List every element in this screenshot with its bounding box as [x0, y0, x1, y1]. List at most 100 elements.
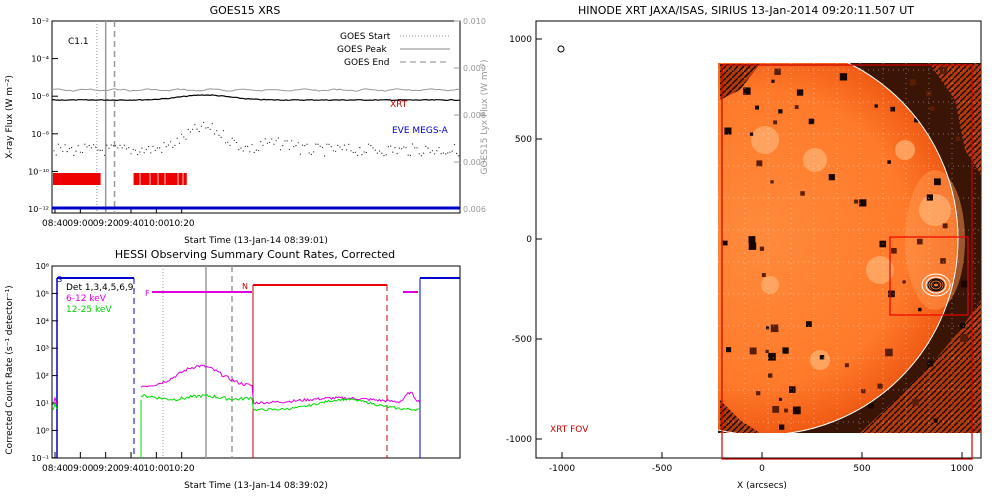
- xrt-image: [718, 63, 981, 433]
- goes-short-channel-point: [174, 144, 176, 146]
- goes-xlabel: Start Time (13-Jan-14 08:39:01): [184, 236, 328, 246]
- goes-short-channel-point: [240, 147, 242, 149]
- goes-short-channel-point: [88, 144, 90, 147]
- xrt-pixel-artifact: [779, 424, 785, 430]
- goes-short-channel-point: [258, 149, 260, 152]
- goes-short-channel-point: [145, 148, 147, 150]
- goes-short-channel-point: [198, 131, 200, 133]
- hessi-ytick-label: 10¹: [36, 399, 49, 408]
- goes-short-channel-point: [308, 152, 310, 154]
- goes-short-channel-point: [390, 145, 392, 147]
- hessi-ytick-label: 10⁵: [36, 289, 49, 298]
- goes-short-channel-point: [143, 152, 145, 154]
- goes-short-channel-point: [255, 149, 257, 151]
- goes-short-channel-point: [376, 152, 378, 154]
- hessi-xtick-label: 10:00: [143, 464, 169, 474]
- xrt-limb-glow: [905, 170, 965, 310]
- goes-short-channel-point: [326, 143, 328, 145]
- goes-short-channel-point: [346, 149, 348, 151]
- goes-xtick-label: 09:40: [118, 219, 144, 229]
- goes-xrt-coverage-bar: [133, 173, 187, 185]
- goes-short-channel-point: [339, 146, 341, 148]
- xrt-pixel-artifact: [724, 127, 732, 135]
- xrt-pixel-artifact: [839, 73, 848, 81]
- goes-short-channel-point: [447, 152, 449, 154]
- goes-short-channel-point: [319, 145, 321, 147]
- goes-short-channel-point: [66, 151, 68, 153]
- xrt-dark-corner: [720, 400, 760, 433]
- goes-ytick-label: 10⁻²: [31, 17, 49, 26]
- xrt-pixel-artifact: [887, 160, 891, 164]
- hessi-low-energy-early: [52, 396, 58, 406]
- goes-short-channel-point: [189, 131, 191, 133]
- xrt-bright-region: [751, 126, 779, 154]
- goes-short-channel-point: [233, 139, 235, 141]
- goes-ytick-right-label: 0.010: [463, 17, 486, 26]
- goes-plot-area: 08:40 09:00 09:20 09:40 10:00 10:20 10⁻² 10⁻⁴ 10…: [28, 17, 486, 229]
- xrt-pixel-artifact: [909, 79, 916, 86]
- xrt-pixel-artifact: [939, 66, 948, 74]
- goes-short-channel-point: [365, 151, 367, 154]
- goes-short-channel-point: [139, 151, 141, 153]
- xrt-ytick-label: 1000: [509, 35, 532, 45]
- goes-short-channel-point: [90, 147, 92, 149]
- goes-ylabel: X-ray Flux (W m⁻²): [5, 75, 15, 159]
- goes-short-channel-point: [53, 150, 55, 152]
- xrt-rhessi-contour: [927, 278, 945, 292]
- xrt-pixel-artifact: [749, 347, 757, 355]
- goes-ytick-label: 10⁻⁸: [31, 130, 49, 139]
- xrt-pixel-artifact: [917, 238, 923, 245]
- goes-short-channel-point: [352, 151, 354, 154]
- goes-xtick-label: 10:20: [169, 219, 195, 229]
- goes-short-channel-point: [297, 142, 299, 144]
- hessi-xlabel: Start Time (13-Jan-14 08:39:02): [184, 481, 328, 491]
- xrt-pixel-artifact: [854, 199, 859, 204]
- xrt-xtick-label: 0: [759, 464, 765, 474]
- goes-short-channel-point: [302, 144, 304, 146]
- goes-legend-end: GOES End: [344, 58, 389, 68]
- goes-short-channel-point: [148, 146, 150, 148]
- goes-short-channel-point: [170, 141, 172, 143]
- hessi-flag-n: N: [242, 282, 248, 291]
- goes-short-channel-point: [363, 151, 365, 153]
- xrt-pixel-artifact: [844, 363, 849, 368]
- goes-ytick-label: 10⁻⁴: [31, 55, 49, 64]
- goes-short-channel-point: [266, 142, 268, 144]
- goes-short-channel-point: [165, 146, 167, 148]
- goes-short-channel-point: [354, 151, 356, 153]
- goes-short-channel-point: [251, 144, 253, 146]
- goes-ytick-right-label: 0.008: [463, 111, 486, 120]
- goes-xtick-label: 10:00: [143, 219, 169, 229]
- goes-short-channel-point: [313, 151, 315, 153]
- xrt-pixel-artifact: [756, 391, 761, 396]
- goes-legend-peak: GOES Peak: [337, 45, 387, 55]
- goes-short-channel-point: [273, 143, 275, 145]
- goes-short-channel-point: [84, 143, 86, 145]
- hessi-legend-high: 12-25 keV: [66, 305, 112, 315]
- xrt-pixel-artifact: [859, 199, 867, 207]
- goes-short-channel-point: [324, 155, 326, 157]
- goes-short-channel-point: [123, 144, 125, 146]
- xrt-origin-marker: [557, 45, 565, 53]
- xrt-pixel-artifact: [934, 178, 941, 186]
- xrt-bright-region: [761, 276, 779, 294]
- hessi-legend-low: 6-12 keV: [66, 294, 107, 304]
- goes-short-channel-point: [425, 145, 427, 148]
- xrt-xtick-label: 1000: [951, 464, 974, 474]
- goes-short-channel-point: [317, 143, 319, 145]
- goes-short-channel-point: [93, 144, 95, 146]
- xrt-pixel-artifact: [800, 191, 805, 196]
- goes-xtick-label: 08:40: [42, 219, 68, 229]
- goes-short-channel-point: [247, 145, 249, 147]
- goes-short-channel-point: [414, 147, 416, 149]
- goes-short-channel-point: [222, 130, 224, 132]
- xrt-pixel-artifact: [794, 105, 799, 109]
- xrt-pixel-artifact: [756, 160, 763, 167]
- xrt-solar-limb: [718, 63, 959, 433]
- xrt-ytick-label: -1000: [506, 435, 532, 445]
- xrt-pixel-artifact: [940, 258, 946, 264]
- goes-short-channel-point: [420, 155, 422, 157]
- goes-short-channel-point: [370, 145, 372, 147]
- xrt-rhessi-contour: [931, 281, 941, 289]
- goes-short-channel-point: [97, 149, 99, 151]
